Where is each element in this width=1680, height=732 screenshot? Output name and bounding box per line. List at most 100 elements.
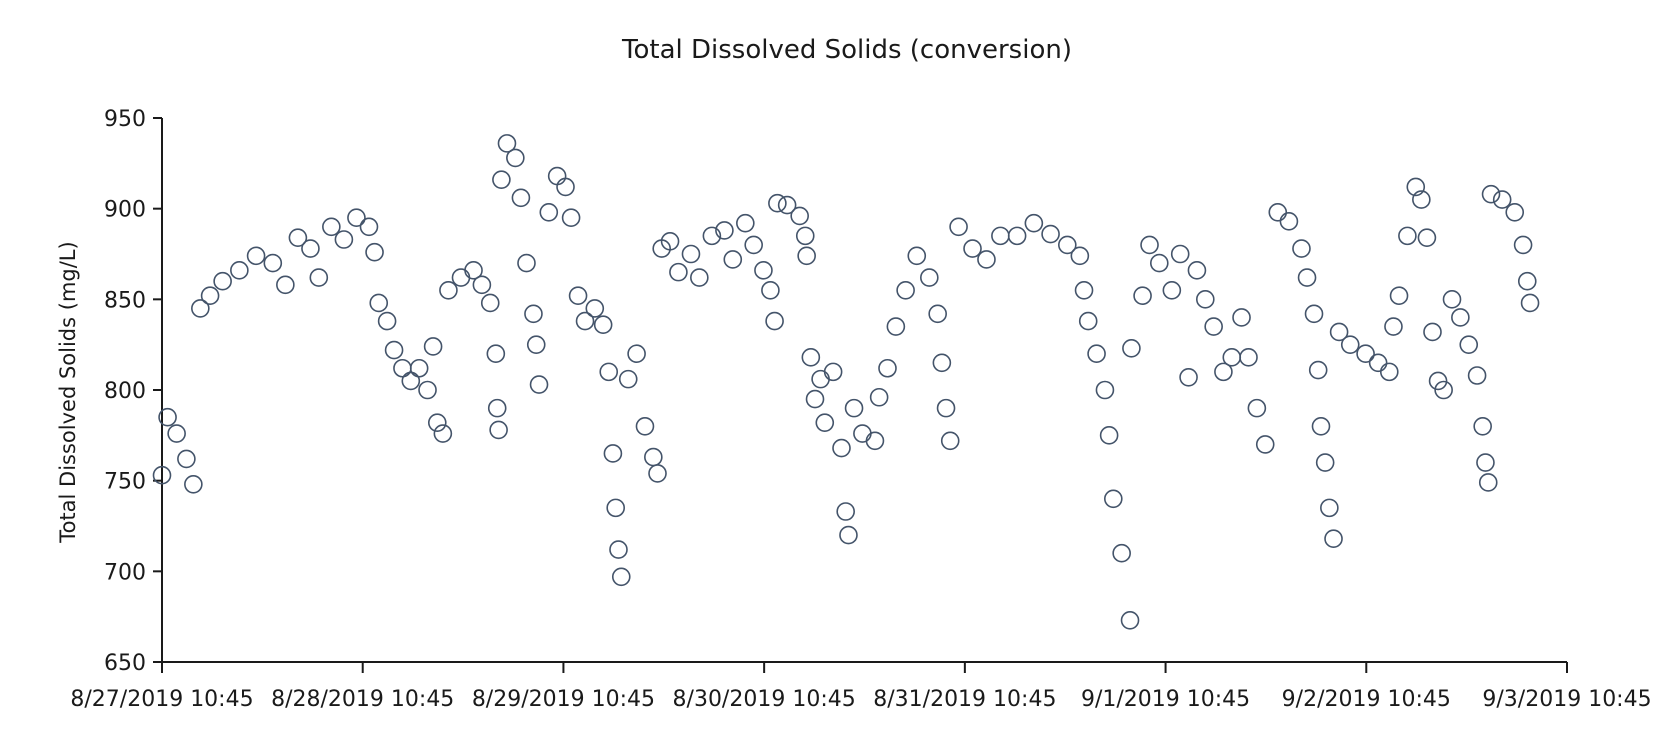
data-point [585,299,605,318]
y-axis-label: Total Dissolved Solids (mg/L) [56,241,80,543]
data-point [1423,322,1442,342]
x-tick-label: 9/2/2019 10:45 [1282,687,1451,712]
data-point [1120,610,1140,630]
data-point [1492,190,1512,209]
data-point [609,540,628,559]
data-point [561,208,581,228]
data-point [200,286,220,306]
y-tick-label: 900 [104,198,146,223]
data-point [936,398,956,418]
data-point [246,246,266,266]
data-point [823,362,843,382]
data-point [1232,308,1251,327]
data-point [487,398,507,418]
data-point [669,262,688,282]
data-point [1070,246,1090,266]
data-point [660,232,680,251]
data-point [1133,286,1152,306]
data-point [603,444,623,463]
data-point [681,244,701,264]
data-point [832,438,851,458]
data-point [539,202,559,222]
data-point [844,398,864,418]
data-point [1140,235,1159,255]
data-point [213,271,232,291]
data-point [1268,202,1288,222]
data-point [1520,293,1540,313]
data-point [1398,226,1417,246]
data-point [1170,244,1190,264]
data-point [878,358,897,378]
data-point [1239,348,1258,367]
data-point [618,369,638,389]
data-point [715,221,734,240]
data-point [1304,304,1324,324]
data-point [1379,362,1399,382]
data-point [1368,353,1388,373]
x-tick-label: 8/31/2019 10:45 [873,687,1056,712]
data-point [480,293,500,313]
data-point [334,230,354,249]
data-point [1320,498,1339,518]
data-point [736,213,755,233]
data-point [977,250,996,269]
data-point [547,166,567,186]
data-point [723,250,743,269]
data-point [1041,224,1060,244]
data-point [1099,426,1119,445]
data-point [1247,398,1267,418]
data-point [836,502,855,521]
data-point [359,217,379,237]
data-point [524,304,543,324]
data-point [556,177,575,197]
data-point [472,275,492,295]
data-point [1505,202,1525,222]
data-point [301,239,320,258]
data-point [433,424,453,443]
data-point [920,268,939,287]
data-point [1162,280,1182,300]
data-point [963,239,982,258]
data-point [801,348,821,367]
data-point [1024,213,1044,233]
data-point [1074,280,1094,300]
data-point [761,280,780,300]
data-point [815,413,835,432]
x-tick-label: 8/29/2019 10:45 [472,687,655,712]
data-point [1324,529,1343,548]
data-point [492,170,511,189]
data-point [991,226,1010,246]
x-tick-label: 8/27/2019 10:45 [70,687,253,712]
data-point [1149,253,1169,273]
y-tick-label: 950 [104,107,146,132]
data-point [1517,271,1537,291]
data-point [1279,212,1299,231]
data-point [1459,335,1479,354]
data-point [497,134,517,153]
data-point [1442,290,1462,309]
chart-title: Total Dissolved Solids (conversion) [621,35,1072,65]
data-point [690,268,709,287]
data-point [365,242,384,262]
x-tick-label: 8/28/2019 10:45 [271,687,454,712]
data-point [1481,184,1501,204]
data-point [869,387,889,407]
data-point [754,261,773,280]
data-point [593,315,613,335]
data-point [1417,228,1437,247]
data-point [1122,338,1141,358]
y-tick-label: 650 [104,651,146,676]
data-point [1311,416,1331,436]
data-point [184,474,203,494]
data-point [644,447,663,467]
data-point [568,286,588,306]
data-point [384,340,404,360]
data-point [1214,362,1233,382]
data-point [451,268,471,287]
data-point [635,416,655,436]
data-point [418,380,437,400]
data-point [811,369,830,389]
data-point [1087,344,1106,364]
data-point [1308,360,1328,380]
